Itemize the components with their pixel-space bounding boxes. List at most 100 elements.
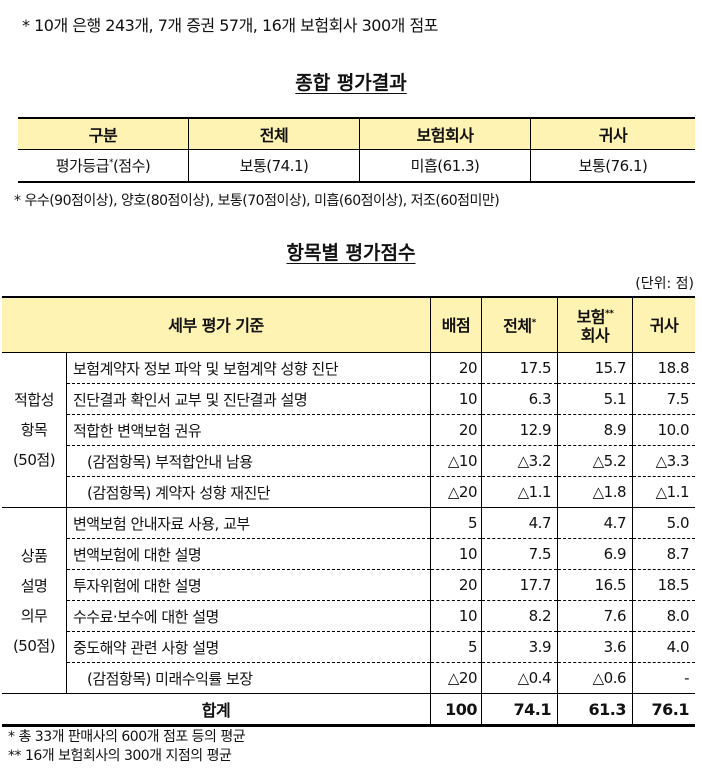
cell-criteria: 진단결과 확인서 교부 및 진단결과 설명 bbox=[66, 383, 431, 415]
cell-points: 20 bbox=[430, 414, 482, 446]
cell-yours: △1.1 bbox=[632, 476, 695, 508]
detail-title-text: 항목별 평가점수 bbox=[286, 242, 416, 264]
cell-points: 5 bbox=[430, 507, 482, 539]
group-label-line: 항목 bbox=[20, 421, 48, 439]
group-label-line: 상품 bbox=[20, 546, 48, 565]
cell-criteria: 변액보험 안내자료 사용, 교부 bbox=[66, 507, 431, 539]
group-label-line: (50점) bbox=[12, 451, 56, 469]
header-yours: 귀사 bbox=[632, 297, 695, 353]
cell-insurer: 16.5 bbox=[557, 569, 633, 601]
cell-insurer: 7.6 bbox=[557, 600, 633, 632]
cell-insurer: △0.6 bbox=[557, 662, 633, 694]
cell-insurer: 8.9 bbox=[557, 414, 633, 446]
table-row: 수수료·보수에 대한 설명 10 8.2 7.6 8.0 bbox=[2, 600, 695, 632]
cell-points: 10 bbox=[430, 538, 482, 570]
cell-yours: 18.8 bbox=[632, 352, 695, 384]
group-label-line: 적합성 bbox=[14, 391, 54, 409]
cell-yours: - bbox=[632, 662, 695, 694]
cell-yours: 10.0 bbox=[632, 414, 695, 446]
header-insurer-line2: 회사 bbox=[580, 326, 610, 346]
table-row: 적합한 변액보험 권유 20 12.9 8.9 10.0 bbox=[2, 414, 695, 446]
cell-criteria: 적합한 변액보험 권유 bbox=[66, 414, 431, 446]
grade-label-text: 평가등급 bbox=[55, 157, 110, 175]
branch-count-note: * 10개 은행 243개, 7개 증권 57개, 16개 보험회사 300개 … bbox=[22, 16, 438, 35]
table-row: (감점항목) 미래수익률 보장 △20 △0.4 △0.6- bbox=[2, 662, 695, 694]
cell-total: △1.1 bbox=[481, 476, 558, 508]
header-total-text: 전체 bbox=[503, 316, 532, 336]
detail-title: 항목별 평가점수 bbox=[0, 238, 702, 265]
footnote-total: * 총 33개 판매사의 600개 점포 등의 평균 bbox=[8, 729, 246, 745]
cell-total: 3.9 bbox=[481, 631, 558, 663]
header-insurer-sup: ** bbox=[605, 308, 614, 319]
cell-insurer: △5.2 bbox=[557, 445, 633, 477]
summary-header-row: 구분 전체 보험회사 귀사 bbox=[18, 118, 695, 150]
table-row: 상품 설명 의무 (50점) 변액보험 안내자료 사용, 교부 5 4.7 4.7 5.0 bbox=[2, 507, 695, 694]
summary-table: 구분 전체 보험회사 귀사 평가등급*(점수) 보통(74.1) 미흡(61.3… bbox=[18, 117, 695, 183]
cell-yours: 8.7 bbox=[632, 538, 695, 570]
cell-insurer: 4.7 bbox=[557, 507, 633, 539]
cell-criteria: 수수료·보수에 대한 설명 bbox=[66, 600, 431, 632]
cell-insurer: 3.6 bbox=[557, 631, 633, 663]
cell-criteria: (감점항목) 미래수익률 보장 bbox=[66, 662, 431, 694]
cell-criteria: 중도해약 관련 사항 설명 bbox=[66, 631, 431, 663]
cell-insurer: 15.7 bbox=[557, 352, 633, 384]
cell-points: 20 bbox=[430, 569, 482, 601]
table-row: (감점항목) 계약자 성향 재진단 △20 △1.1 △1.8 △1.1 bbox=[2, 476, 695, 508]
summary-title-text: 종합 평가결과 bbox=[295, 72, 407, 94]
cell-yours: 5.0 bbox=[632, 507, 695, 539]
detail-table: 세부 평가 기준 배점 전체* 보험** 회사 귀사 적합성 항목 (50점) 보험계약… bbox=[2, 296, 695, 727]
unit-label: (단위: 점) bbox=[635, 276, 694, 292]
cell-insurer: △1.8 bbox=[557, 476, 633, 508]
footnote-insurer: ** 16개 보험회사의 300개 지점의 평균 bbox=[8, 748, 232, 764]
cell-insurer: 6.9 bbox=[557, 538, 633, 570]
cell-yours: △3.3 bbox=[632, 445, 695, 477]
table-row: 중도해약 관련 사항 설명 5 3.9 3.6 4.0 bbox=[2, 631, 695, 663]
cell-total: 6.3 bbox=[481, 383, 558, 415]
cell-points: 10 bbox=[430, 600, 482, 632]
cell-criteria: 투자위험에 대한 설명 bbox=[66, 569, 431, 601]
header-yours: 귀사 bbox=[530, 118, 695, 150]
grade-total: 보통(74.1) bbox=[188, 149, 360, 182]
header-insurer: 보험** 회사 bbox=[557, 297, 633, 353]
cell-total: 12.9 bbox=[481, 414, 558, 446]
cell-points: 5 bbox=[430, 631, 482, 663]
total-yours: 76.1 bbox=[632, 693, 695, 726]
detail-header-row: 세부 평가 기준 배점 전체* 보험** 회사 귀사 bbox=[2, 297, 695, 353]
grade-label-sup: * bbox=[108, 158, 114, 168]
header-insurer: 보험회사 bbox=[359, 118, 531, 150]
header-points: 배점 bbox=[430, 297, 482, 353]
total-points: 100 bbox=[430, 693, 482, 726]
table-row: (감점항목) 부적합안내 남용 △10 △3.2 △5.2 △3.3 bbox=[2, 445, 695, 477]
cell-points: △20 bbox=[430, 662, 482, 694]
grade-label-suffix: (점수) bbox=[112, 157, 151, 175]
cell-criteria: 보험계약자 정보 파악 및 보험계약 성향 진단 bbox=[66, 352, 431, 384]
grade-insurer: 미흡(61.3) bbox=[359, 149, 531, 182]
cell-criteria: (감점항목) 계약자 성향 재진단 bbox=[66, 476, 431, 508]
header-category: 구분 bbox=[18, 118, 189, 150]
summary-grade-row: 평가등급*(점수) 보통(74.1) 미흡(61.3) 보통(76.1) bbox=[18, 149, 695, 183]
cell-total: 17.7 bbox=[481, 569, 558, 601]
total-total: 74.1 bbox=[481, 693, 558, 726]
cell-total: 8.2 bbox=[481, 600, 558, 632]
cell-yours: 8.0 bbox=[632, 600, 695, 632]
cell-criteria: (감점항목) 부적합안내 남용 bbox=[66, 445, 431, 477]
header-insurer-line1: 보험 bbox=[576, 307, 606, 327]
table-row: 진단결과 확인서 교부 및 진단결과 설명 10 6.3 5.1 7.5 bbox=[2, 383, 695, 415]
header-criteria: 세부 평가 기준 bbox=[2, 297, 431, 353]
cell-total: △3.2 bbox=[481, 445, 558, 477]
cell-total: 17.5 bbox=[481, 352, 558, 384]
total-row: 합계 100 74.1 61.3 76.1 bbox=[2, 693, 695, 726]
cell-points: △20 bbox=[430, 476, 482, 508]
table-row: 적합성 항목 (50점) 보험계약자 정보 파악 및 보험계약 성향 진단 20 17.5… bbox=[2, 352, 695, 508]
grade-scale-footnote: * 우수(90점이상), 양호(80점이상), 보통(70점이상), 미흡(60… bbox=[14, 193, 500, 209]
cell-yours: 7.5 bbox=[632, 383, 695, 415]
group-label-line: (50점) bbox=[12, 636, 56, 655]
cell-yours: 4.0 bbox=[632, 631, 695, 663]
grade-yours: 보통(76.1) bbox=[530, 149, 695, 182]
grade-label: 평가등급*(점수) bbox=[18, 150, 189, 183]
cell-points: 20 bbox=[430, 352, 482, 384]
group-label-line: 의무 bbox=[20, 606, 48, 625]
cell-total: 4.7 bbox=[481, 507, 558, 539]
